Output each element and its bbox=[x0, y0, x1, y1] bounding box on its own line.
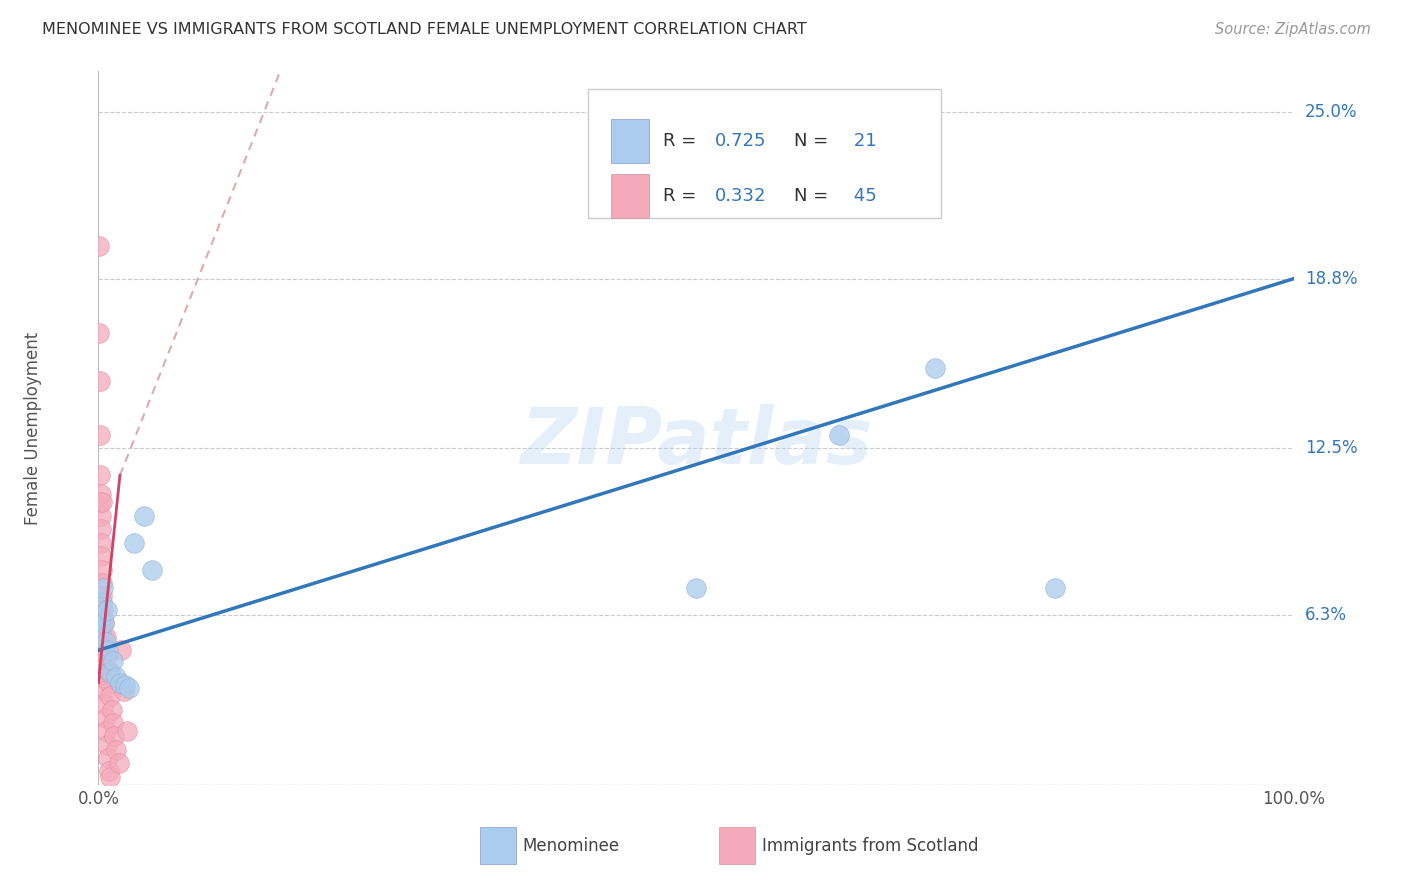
Point bbox=[90, 522, 112, 536]
FancyBboxPatch shape bbox=[612, 174, 650, 218]
Point bbox=[91, 576, 114, 591]
Text: 6.3%: 6.3% bbox=[1305, 607, 1347, 624]
Text: R =: R = bbox=[662, 187, 702, 205]
Point bbox=[96, 603, 118, 617]
Point bbox=[89, 374, 111, 388]
Point bbox=[94, 635, 117, 649]
Point bbox=[924, 360, 946, 375]
Point bbox=[96, 648, 118, 663]
Text: ZIPatlas: ZIPatlas bbox=[520, 404, 872, 481]
Point bbox=[93, 643, 115, 657]
Point bbox=[90, 487, 112, 501]
Text: Female Unemployment: Female Unemployment bbox=[24, 332, 42, 524]
Point bbox=[93, 697, 115, 711]
Point bbox=[98, 665, 122, 679]
Point bbox=[98, 764, 121, 779]
Point bbox=[105, 743, 128, 757]
Point bbox=[91, 643, 114, 657]
Point bbox=[90, 535, 112, 549]
Text: 45: 45 bbox=[848, 187, 876, 205]
Point bbox=[107, 756, 129, 771]
Point bbox=[101, 654, 124, 668]
Point bbox=[91, 495, 114, 509]
Point bbox=[91, 590, 114, 604]
Point bbox=[101, 716, 124, 731]
Point bbox=[94, 711, 117, 725]
Point bbox=[108, 675, 131, 690]
Point bbox=[828, 428, 851, 442]
Point bbox=[91, 630, 114, 644]
Point bbox=[97, 665, 120, 679]
Point bbox=[91, 595, 114, 609]
Point bbox=[94, 630, 117, 644]
Text: 18.8%: 18.8% bbox=[1305, 269, 1357, 288]
Text: 21: 21 bbox=[848, 132, 876, 150]
Point bbox=[96, 738, 118, 752]
Point bbox=[90, 508, 112, 523]
Point bbox=[112, 683, 135, 698]
Text: N =: N = bbox=[794, 132, 834, 150]
Point bbox=[90, 611, 112, 625]
Point bbox=[89, 428, 111, 442]
Point bbox=[118, 681, 141, 695]
Text: 0.332: 0.332 bbox=[716, 187, 766, 205]
Point bbox=[115, 724, 138, 739]
FancyBboxPatch shape bbox=[589, 89, 941, 218]
Point bbox=[91, 616, 114, 631]
Text: 0.725: 0.725 bbox=[716, 132, 766, 150]
Text: Source: ZipAtlas.com: Source: ZipAtlas.com bbox=[1215, 22, 1371, 37]
Point bbox=[114, 678, 136, 692]
Text: N =: N = bbox=[794, 187, 834, 205]
Point bbox=[105, 670, 128, 684]
Point bbox=[97, 643, 120, 657]
Point bbox=[91, 562, 114, 576]
Point bbox=[103, 730, 125, 744]
Point bbox=[93, 616, 115, 631]
Text: 25.0%: 25.0% bbox=[1305, 103, 1357, 120]
Point bbox=[124, 535, 146, 549]
Point bbox=[91, 670, 114, 684]
Point bbox=[91, 582, 114, 596]
Point bbox=[685, 582, 707, 596]
Point bbox=[89, 326, 111, 340]
Point bbox=[98, 770, 122, 784]
Point bbox=[132, 508, 155, 523]
Text: Menominee: Menominee bbox=[523, 837, 620, 855]
Text: 12.5%: 12.5% bbox=[1305, 440, 1357, 458]
Point bbox=[1043, 582, 1066, 596]
Point bbox=[141, 562, 163, 576]
Point bbox=[90, 549, 112, 563]
Point bbox=[89, 495, 111, 509]
Point bbox=[91, 603, 114, 617]
Point bbox=[89, 468, 111, 483]
Point bbox=[98, 689, 122, 703]
Point bbox=[87, 239, 110, 253]
Point bbox=[91, 603, 114, 617]
FancyBboxPatch shape bbox=[479, 827, 516, 864]
Text: R =: R = bbox=[662, 132, 702, 150]
Point bbox=[100, 702, 122, 716]
Point bbox=[93, 683, 115, 698]
Point bbox=[97, 751, 120, 765]
FancyBboxPatch shape bbox=[612, 120, 650, 163]
Point bbox=[93, 616, 115, 631]
Text: MENOMINEE VS IMMIGRANTS FROM SCOTLAND FEMALE UNEMPLOYMENT CORRELATION CHART: MENOMINEE VS IMMIGRANTS FROM SCOTLAND FE… bbox=[42, 22, 807, 37]
Point bbox=[98, 675, 121, 690]
Point bbox=[94, 724, 117, 739]
Point bbox=[110, 643, 132, 657]
Text: Immigrants from Scotland: Immigrants from Scotland bbox=[762, 837, 979, 855]
FancyBboxPatch shape bbox=[718, 827, 755, 864]
Point bbox=[91, 657, 114, 671]
Point bbox=[89, 622, 111, 636]
